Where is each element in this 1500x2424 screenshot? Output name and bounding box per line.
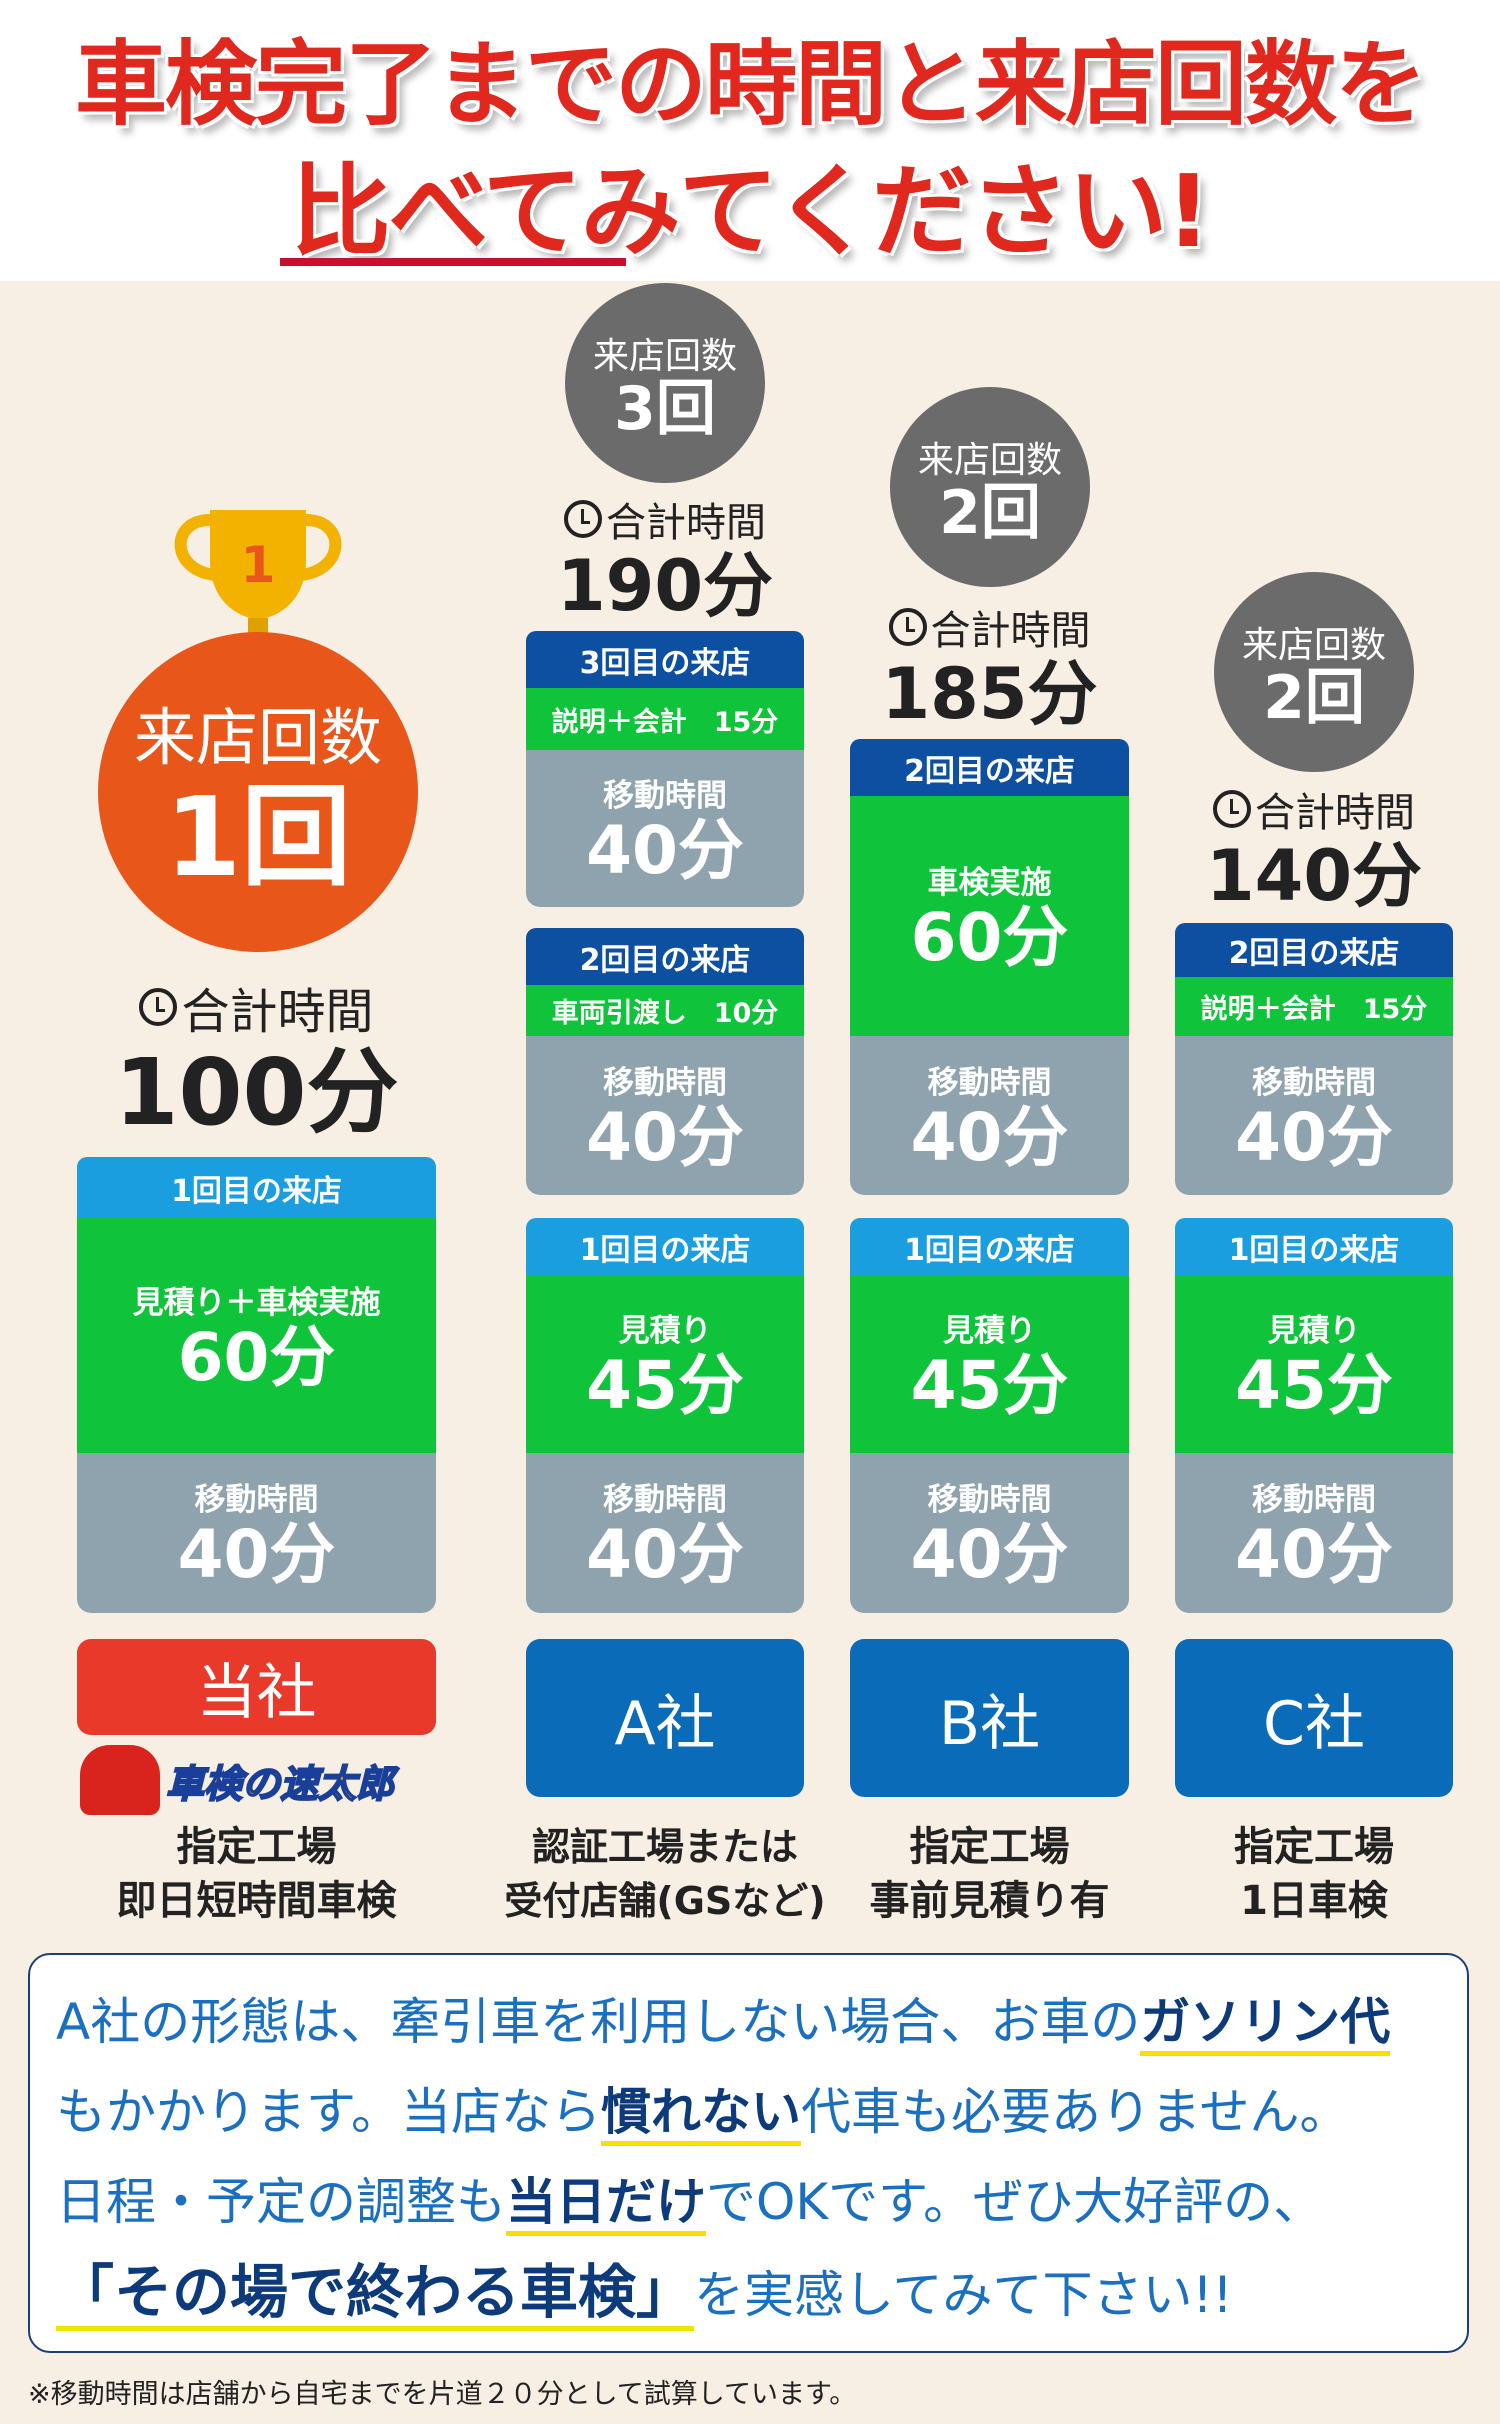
work-segment: 見積り＋車検実施 60分: [77, 1218, 436, 1453]
clock-icon: [564, 500, 602, 538]
clock-icon: [1213, 790, 1251, 828]
company-label-a: A社: [526, 1639, 804, 1797]
total-time-label: 合計時間: [181, 984, 374, 1040]
page-title-line1: 車検完了までの時間と来店回数を: [74, 31, 1427, 138]
work-segment: 車両引渡し 10分: [526, 985, 804, 1036]
travel-segment: 移動時間 40分: [1175, 1453, 1453, 1613]
total-time: 合計時間 140分: [1205, 790, 1423, 917]
company-desc: 認証工場または 受付店舗(GSなど): [504, 1825, 826, 1923]
company-label-b: B社: [850, 1639, 1129, 1797]
svg-text:1: 1: [241, 536, 276, 594]
visit-header: 2回目の来店: [850, 739, 1129, 796]
visit-count-badge: 来店回数 2回: [890, 387, 1090, 587]
visit-count-label: 来店回数: [133, 700, 382, 774]
visit-count-badge: 来店回数 3回: [565, 283, 765, 483]
visit-header: 1回目の来店: [850, 1218, 1129, 1275]
work-segment: 車検実施 60分: [850, 796, 1129, 1036]
trophy-icon: 1: [174, 510, 342, 667]
travel-segment: 移動時間 40分: [526, 1036, 804, 1195]
total-time: 合計時間 100分: [77, 972, 436, 1143]
page-title-line2: 比べてみてください!: [290, 153, 1212, 270]
footnote: ※移動時間は店舗から自宅までを片道２０分として試算しています。: [28, 2379, 857, 2410]
clock-icon: [139, 988, 178, 1026]
company-label-ours: 当社: [77, 1639, 436, 1735]
visit-header: 2回目の来店: [526, 928, 804, 985]
travel-segment: 移動時間 40分: [77, 1453, 436, 1613]
company-desc: 指定工場 即日短時間車検: [116, 1824, 397, 1924]
travel-segment: 移動時間 40分: [850, 1036, 1129, 1195]
clock-icon: [888, 608, 927, 646]
visit-header: 2回目の来店: [1175, 923, 1453, 977]
total-time-value: 100分: [114, 1039, 399, 1146]
title-underline: [280, 258, 626, 266]
travel-segment: 移動時間 40分: [1175, 1036, 1453, 1195]
work-segment: 見積り 45分: [526, 1275, 804, 1453]
work-segment: 見積り 45分: [1175, 1275, 1453, 1453]
visit-header: 1回目の来店: [1175, 1218, 1453, 1275]
work-segment: 説明＋会計 15分: [1175, 977, 1453, 1036]
company-desc: 指定工場 1日車検: [1234, 1824, 1394, 1924]
company-desc: 指定工場 事前見積り有: [869, 1824, 1110, 1924]
travel-segment: 移動時間 40分: [850, 1453, 1129, 1613]
visit-count-value: 1回: [164, 772, 352, 901]
work-segment: 説明＋会計 15分: [526, 688, 804, 750]
total-time: 合計時間 185分: [881, 608, 1098, 735]
hayataro-logo: 車検の速太郎: [80, 1742, 436, 1818]
travel-segment: 移動時間 40分: [526, 1453, 804, 1613]
info-box: A社の形態は、牽引車を利用しない場合、お車のガソリン代 もかかります。当店なら慣…: [28, 1953, 1469, 2353]
total-time: 合計時間 190分: [556, 500, 774, 627]
visit-header: 3回目の来店: [526, 631, 804, 688]
company-label-c: C社: [1175, 1639, 1453, 1797]
visit-header: 1回目の来店: [77, 1157, 436, 1218]
work-segment: 見積り 45分: [850, 1275, 1129, 1453]
travel-segment: 移動時間 40分: [526, 750, 804, 907]
visit-header: 1回目の来店: [526, 1218, 804, 1275]
visit-count-badge: 来店回数 2回: [1214, 572, 1414, 772]
visit-count-badge: 来店回数 1回: [98, 632, 418, 952]
